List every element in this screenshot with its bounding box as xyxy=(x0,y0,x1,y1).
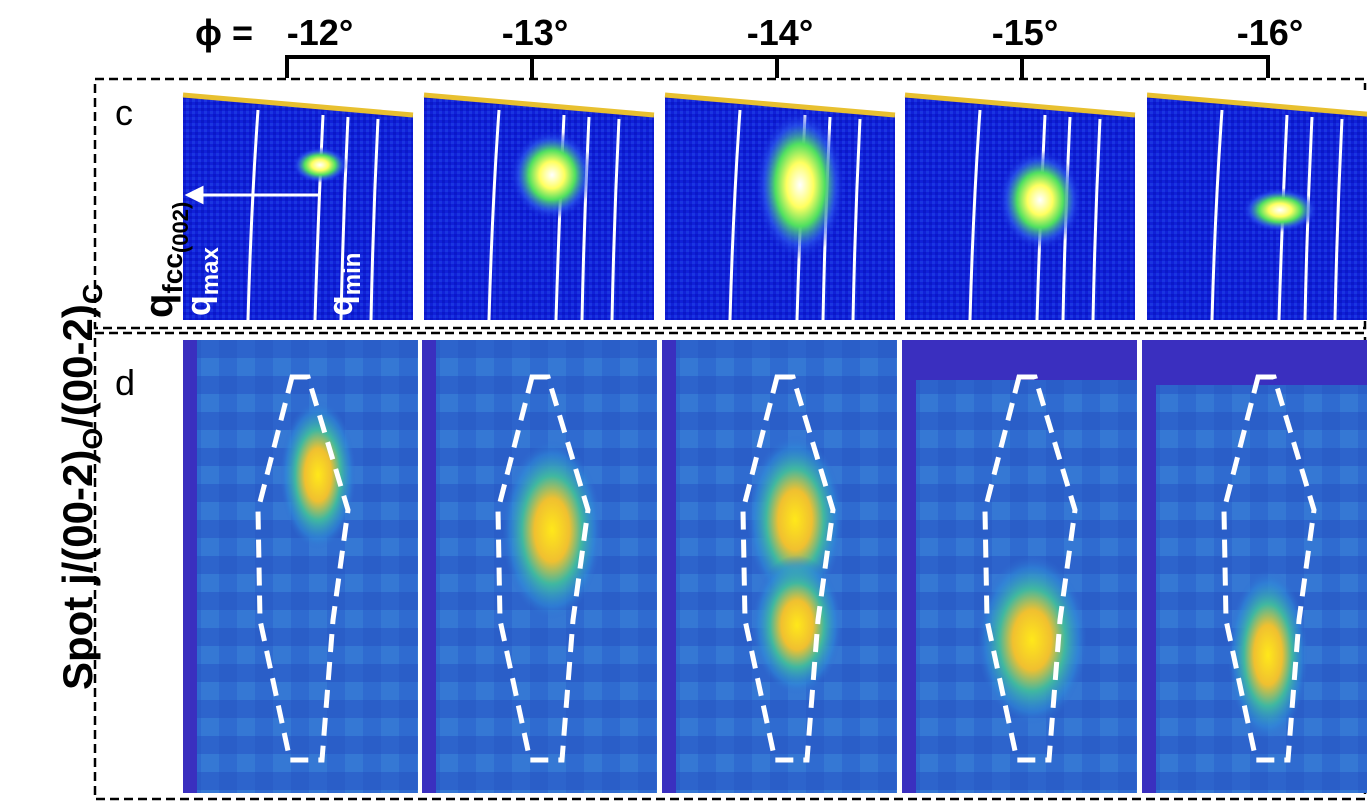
angle-label: -15° xyxy=(992,12,1058,53)
q-fcc: qfcc(002) xyxy=(137,202,193,318)
panel-c-images xyxy=(183,90,1367,320)
panel-label: d xyxy=(115,362,135,403)
q-arrow xyxy=(184,185,318,205)
angle-label: -12° xyxy=(287,12,353,53)
panel-label: c xyxy=(115,92,133,133)
bracket xyxy=(285,55,1270,78)
y-axis-label: Spot j/(00-2)O/(00-2)C xyxy=(54,284,108,690)
angle-label: -13° xyxy=(502,12,568,53)
panel-d-images xyxy=(183,340,1367,793)
q-min: qmin xyxy=(322,253,366,316)
q-max: qmax xyxy=(180,247,224,316)
phi-label: ϕ = xyxy=(195,12,253,53)
angle-label: -16° xyxy=(1237,12,1303,53)
angle-label: -14° xyxy=(747,12,813,53)
